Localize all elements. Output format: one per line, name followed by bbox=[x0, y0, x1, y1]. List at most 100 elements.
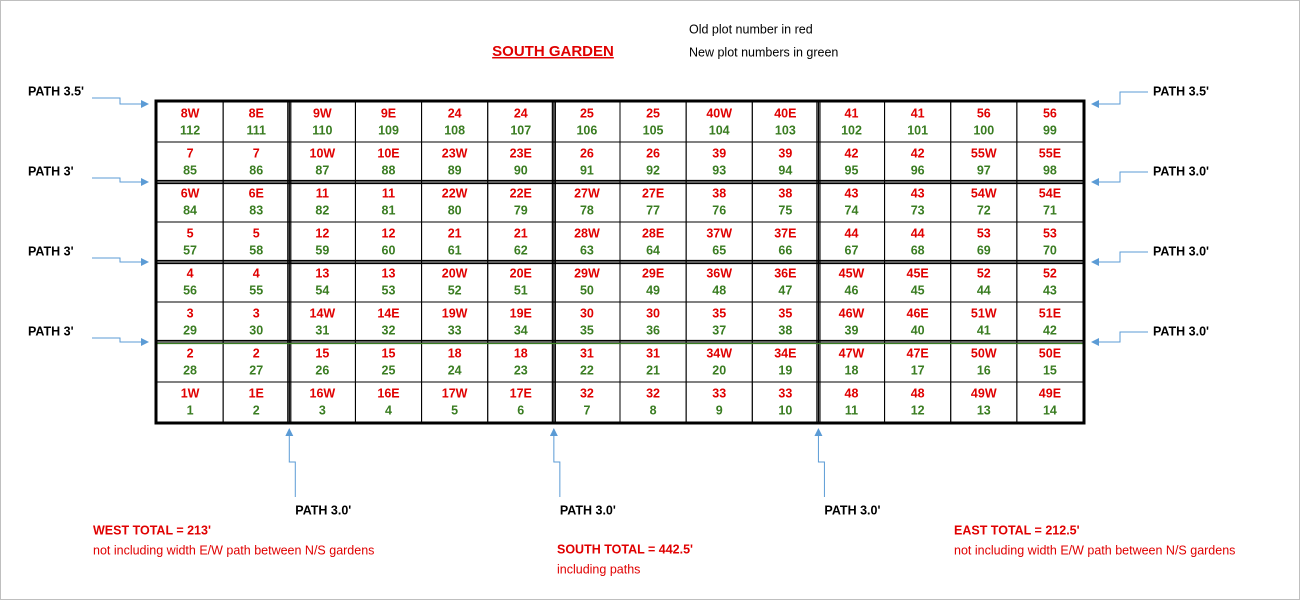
old-plot-number: 12 bbox=[315, 226, 329, 240]
old-plot-number: 5 bbox=[253, 226, 260, 240]
path-label: PATH 3' bbox=[28, 164, 74, 178]
new-plot-number: 75 bbox=[778, 203, 792, 217]
path-label: PATH 3.0' bbox=[1153, 244, 1209, 258]
path-label: PATH 3.0' bbox=[1153, 324, 1209, 338]
new-plot-number: 76 bbox=[712, 203, 726, 217]
new-plot-number: 47 bbox=[778, 283, 792, 297]
old-plot-number: 46W bbox=[839, 306, 865, 320]
arrow bbox=[92, 97, 149, 108]
old-plot-number: 9E bbox=[381, 106, 396, 120]
new-plot-number: 7 bbox=[583, 403, 590, 417]
old-plot-number: 10E bbox=[377, 146, 399, 160]
old-plot-number: 28W bbox=[574, 226, 600, 240]
new-plot-number: 13 bbox=[977, 403, 991, 417]
old-plot-number: 41 bbox=[911, 106, 925, 120]
old-plot-number: 43 bbox=[845, 186, 859, 200]
new-plot-number: 107 bbox=[510, 123, 531, 137]
old-plot-number: 47E bbox=[907, 346, 929, 360]
path-label: PATH 3.5' bbox=[28, 84, 84, 98]
old-plot-number: 2 bbox=[253, 346, 260, 360]
old-plot-number: 54E bbox=[1039, 186, 1061, 200]
old-plot-number: 9W bbox=[313, 106, 332, 120]
new-plot-number: 33 bbox=[448, 323, 462, 337]
old-plot-number: 55E bbox=[1039, 146, 1061, 160]
old-plot-number: 12 bbox=[382, 226, 396, 240]
old-plot-number: 11 bbox=[316, 186, 329, 200]
new-plot-number: 54 bbox=[315, 283, 329, 297]
new-plot-number: 3 bbox=[319, 403, 326, 417]
old-plot-number: 19W bbox=[442, 306, 468, 320]
old-plot-number: 25 bbox=[580, 106, 594, 120]
old-plot-number: 34W bbox=[706, 346, 732, 360]
new-plot-number: 34 bbox=[514, 323, 528, 337]
new-plot-number: 55 bbox=[249, 283, 263, 297]
new-plot-number: 53 bbox=[382, 283, 396, 297]
old-plot-number: 24 bbox=[514, 106, 528, 120]
new-plot-number: 27 bbox=[249, 363, 263, 377]
new-plot-number: 68 bbox=[911, 243, 925, 257]
new-plot-number: 45 bbox=[911, 283, 925, 297]
old-plot-number: 17W bbox=[442, 386, 468, 400]
old-plot-number: 35 bbox=[778, 306, 792, 320]
path-label: PATH 3.0' bbox=[824, 503, 880, 517]
title: SOUTH GARDEN bbox=[492, 43, 614, 60]
path-label: PATH 3.5' bbox=[1153, 84, 1209, 98]
new-plot-number: 22 bbox=[580, 363, 594, 377]
old-plot-number: 24 bbox=[448, 106, 462, 120]
old-plot-number: 4 bbox=[253, 266, 260, 280]
old-plot-number: 1W bbox=[181, 386, 200, 400]
new-plot-number: 88 bbox=[382, 163, 396, 177]
old-plot-number: 14E bbox=[377, 306, 399, 320]
new-plot-number: 102 bbox=[841, 123, 862, 137]
new-plot-number: 67 bbox=[845, 243, 859, 257]
total-note: not including width E/W path between N/S… bbox=[954, 543, 1235, 557]
total: WEST TOTAL = 213' bbox=[93, 523, 211, 537]
new-plot-number: 30 bbox=[249, 323, 263, 337]
new-plot-number: 109 bbox=[378, 123, 399, 137]
new-plot-number: 112 bbox=[180, 123, 200, 137]
total-note: not including width E/W path between N/S… bbox=[93, 543, 374, 557]
annotations: PATH 3.5' PATH 3' PATH 3' PATH 3' PATH 3.5' P… bbox=[28, 84, 1235, 576]
new-plot-number: 28 bbox=[183, 363, 197, 377]
old-plot-number: 6W bbox=[181, 186, 200, 200]
old-plot-number: 23E bbox=[510, 146, 532, 160]
new-plot-number: 92 bbox=[646, 163, 660, 177]
old-plot-number: 29E bbox=[642, 266, 664, 280]
new-plot-number: 25 bbox=[382, 363, 396, 377]
new-plot-number: 64 bbox=[646, 243, 660, 257]
legend-line: Old plot number in red bbox=[689, 22, 813, 36]
new-plot-number: 39 bbox=[845, 323, 859, 337]
old-plot-number: 39 bbox=[712, 146, 726, 160]
new-plot-number: 85 bbox=[183, 163, 197, 177]
new-plot-number: 65 bbox=[712, 243, 726, 257]
old-plot-number: 33 bbox=[778, 386, 792, 400]
new-plot-number: 21 bbox=[646, 363, 660, 377]
old-plot-number: 38 bbox=[778, 186, 792, 200]
old-plot-number: 29W bbox=[574, 266, 600, 280]
old-plot-number: 54W bbox=[971, 186, 997, 200]
old-plot-number: 53 bbox=[977, 226, 991, 240]
old-plot-number: 52 bbox=[1043, 266, 1057, 280]
old-plot-number: 4 bbox=[187, 266, 194, 280]
new-plot-number: 94 bbox=[778, 163, 792, 177]
new-plot-number: 98 bbox=[1043, 163, 1057, 177]
new-plot-number: 35 bbox=[580, 323, 594, 337]
new-plot-number: 16 bbox=[977, 363, 991, 377]
arrow bbox=[1091, 251, 1148, 266]
arrow bbox=[92, 177, 149, 186]
old-plot-number: 42 bbox=[911, 146, 925, 160]
old-plot-number: 30 bbox=[646, 306, 660, 320]
path-label: PATH 3.0' bbox=[295, 503, 351, 517]
new-plot-number: 26 bbox=[315, 363, 329, 377]
arrow bbox=[549, 428, 561, 497]
new-plot-number: 40 bbox=[911, 323, 925, 337]
total-note: including paths bbox=[557, 562, 640, 576]
old-plot-number: 43 bbox=[911, 186, 925, 200]
new-plot-number: 41 bbox=[977, 323, 991, 337]
new-plot-number: 17 bbox=[911, 363, 925, 377]
new-plot-number: 61 bbox=[448, 243, 462, 257]
new-plot-number: 78 bbox=[580, 203, 594, 217]
